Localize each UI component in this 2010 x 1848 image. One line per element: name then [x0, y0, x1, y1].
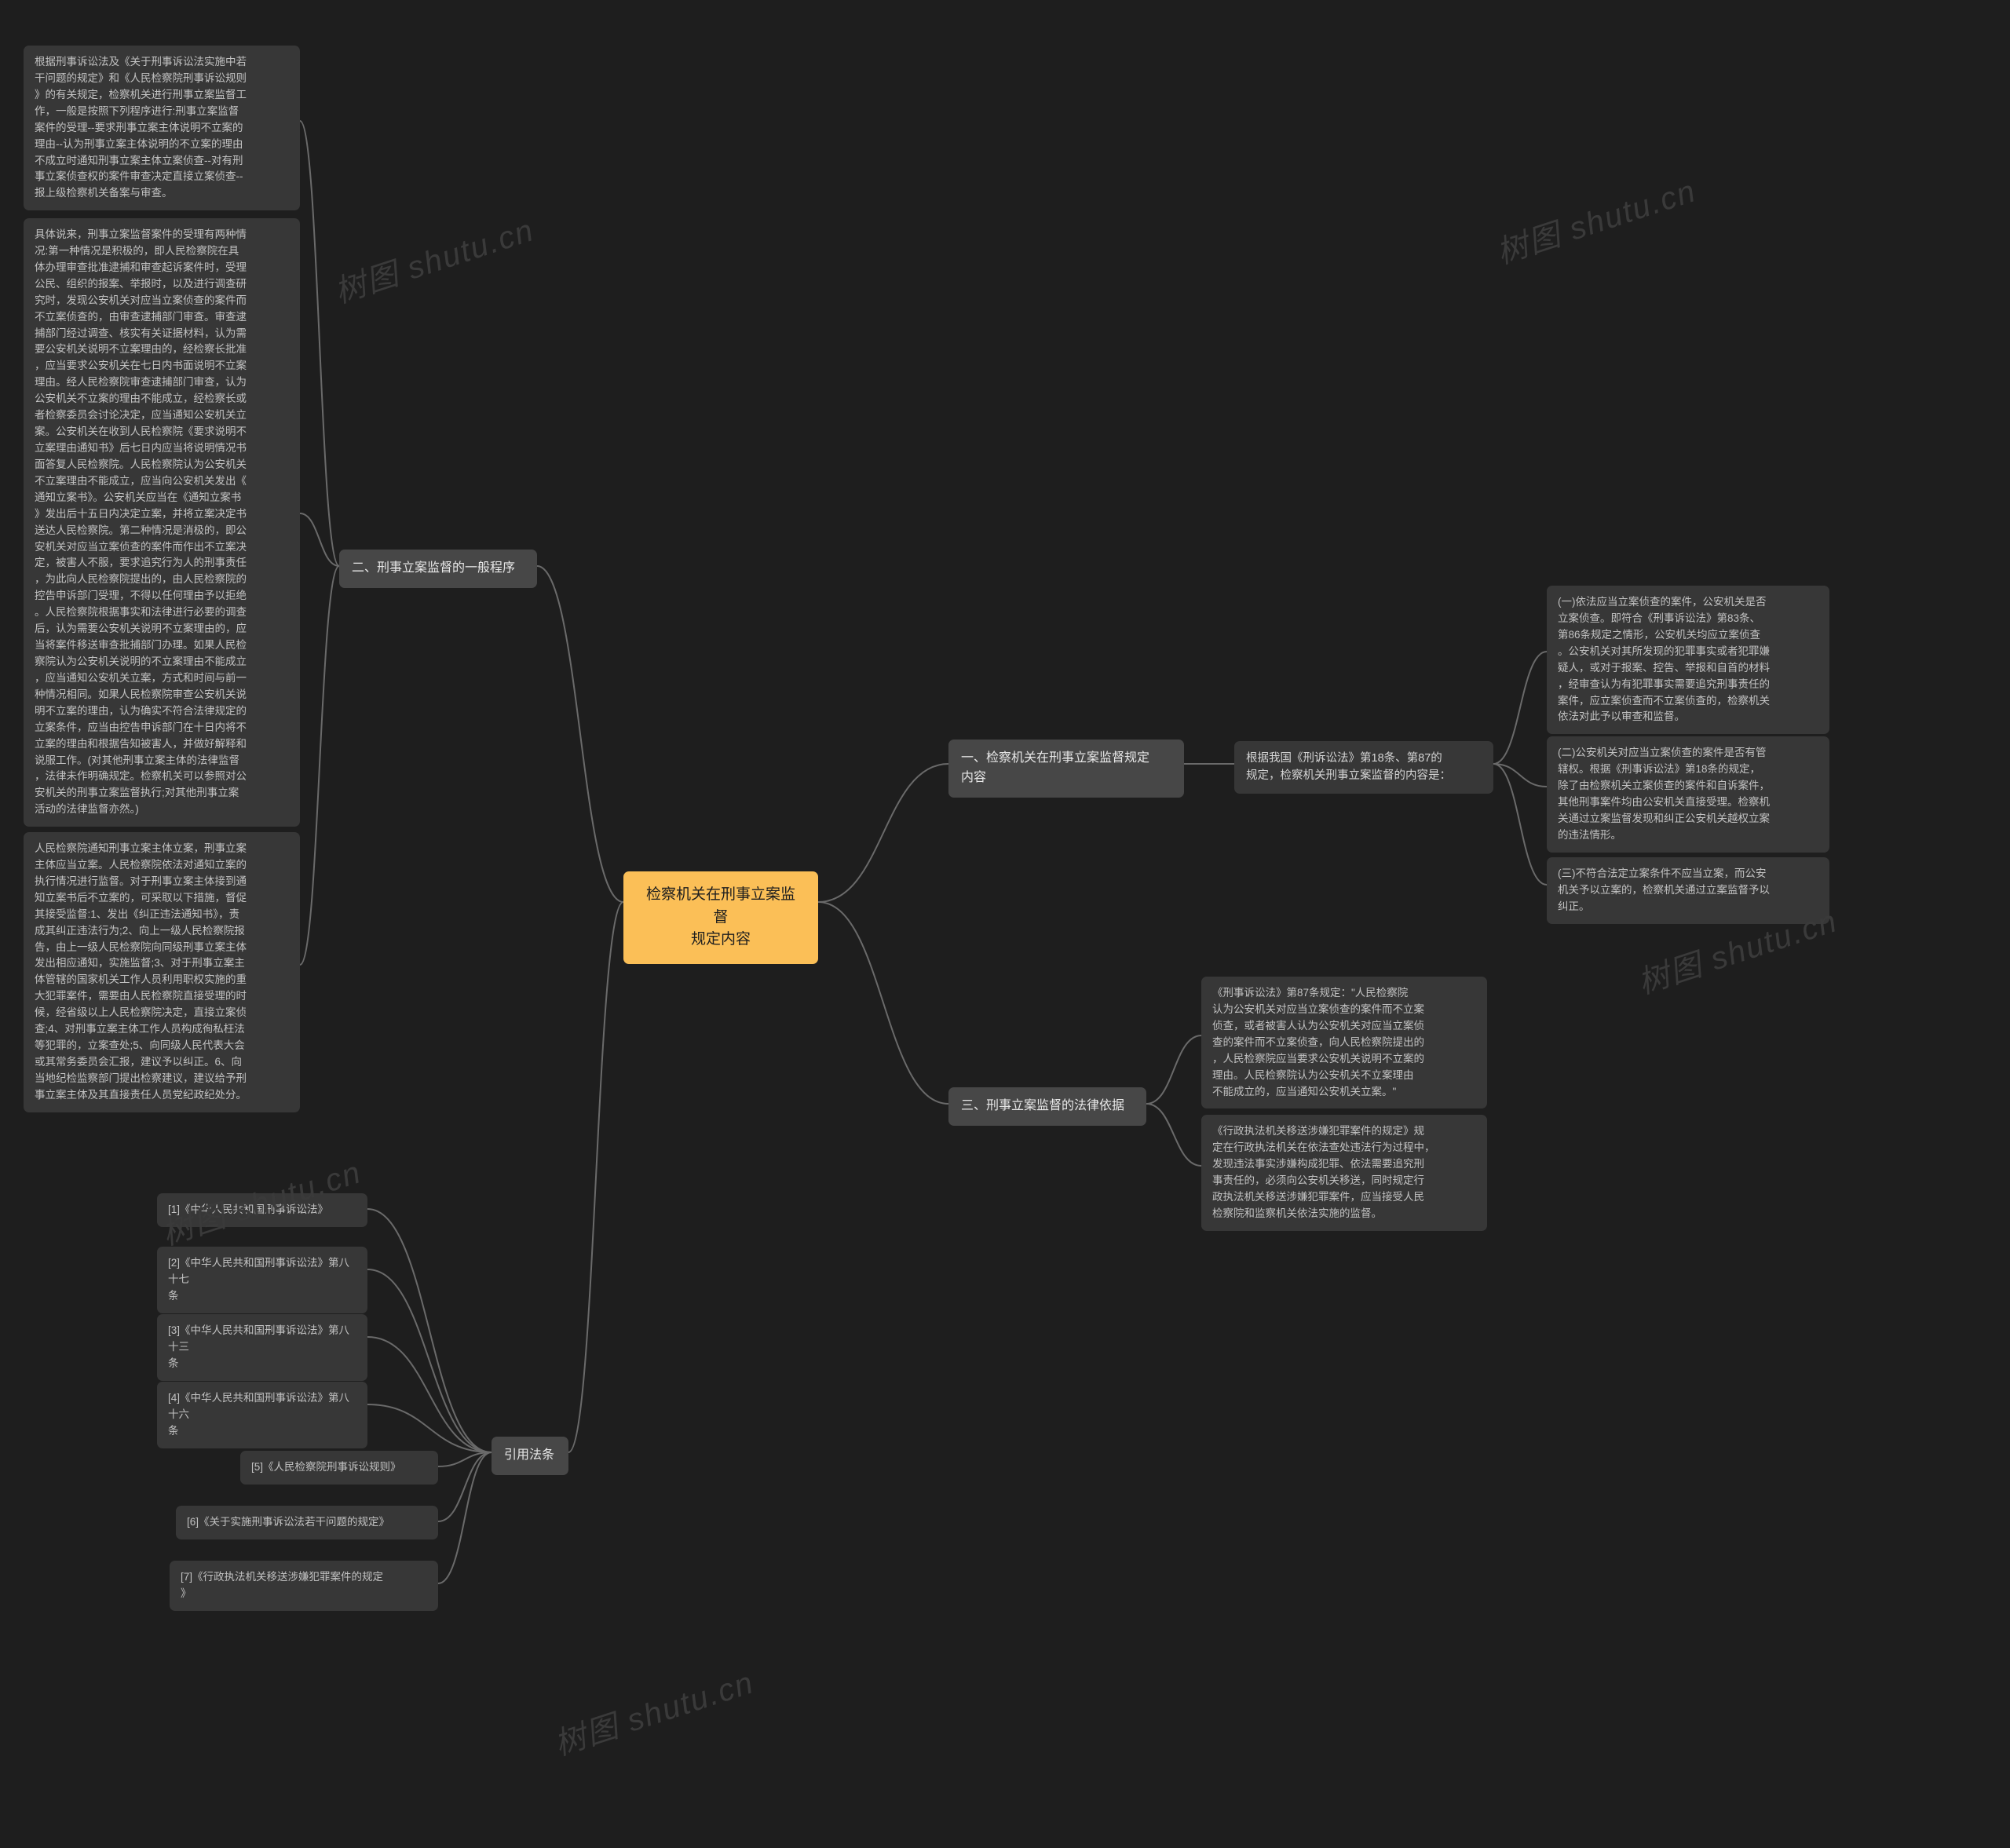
watermark-4: 树图 shutu.cn — [548, 1657, 759, 1765]
node-b4l3[interactable]: [3]《中华人民共和国刑事诉讼法》第八十三 条 — [157, 1314, 367, 1381]
watermark-1: 树图 shutu.cn — [1490, 166, 1701, 273]
node-b4l2[interactable]: [2]《中华人民共和国刑事诉讼法》第八十七 条 — [157, 1247, 367, 1313]
node-b4l5[interactable]: [5]《人民检察院刑事诉讼规则》 — [240, 1451, 438, 1485]
node-b2l2[interactable]: 具体说来，刑事立案监督案件的受理有两种情 况:第一种情况是积极的，即人民检察院在… — [24, 218, 300, 827]
mindmap-canvas: 检察机关在刑事立案监督 规定内容 一、检察机关在刑事立案监督规定 内容根据我国《刑… — [0, 0, 2010, 1848]
node-b1[interactable]: 一、检察机关在刑事立案监督规定 内容 — [948, 740, 1184, 798]
node-b3l1[interactable]: 《刑事诉讼法》第87条规定："人民检察院 认为公安机关对应当立案侦查的案件而不立… — [1201, 977, 1487, 1108]
watermark-0: 树图 shutu.cn — [328, 205, 539, 312]
node-b1s1l2[interactable]: (二)公安机关对应当立案侦查的案件是否有管 辖权。根据《刑事诉讼法》第18条的规… — [1547, 736, 1829, 853]
node-b4l4[interactable]: [4]《中华人民共和国刑事诉讼法》第八十六 条 — [157, 1382, 367, 1448]
node-b3[interactable]: 三、刑事立案监督的法律依据 — [948, 1087, 1146, 1126]
node-root[interactable]: 检察机关在刑事立案监督 规定内容 — [623, 871, 818, 964]
node-b4l1[interactable]: [1]《中华人民共和国刑事诉讼法》 — [157, 1193, 367, 1227]
node-b4[interactable]: 引用法条 — [492, 1437, 568, 1475]
node-b1s1[interactable]: 根据我国《刑诉讼法》第18条、第87的 规定，检察机关刑事立案监督的内容是： — [1234, 741, 1493, 794]
node-b3l2[interactable]: 《行政执法机关移送涉嫌犯罪案件的规定》规 定在行政执法机关在依法查处违法行为过程… — [1201, 1115, 1487, 1231]
node-b2l1[interactable]: 根据刑事诉讼法及《关于刑事诉讼法实施中若 干问题的规定》和《人民检察院刑事诉讼规… — [24, 46, 300, 210]
node-b4l7[interactable]: [7]《行政执法机关移送涉嫌犯罪案件的规定 》 — [170, 1561, 438, 1611]
node-b2l3[interactable]: 人民检察院通知刑事立案主体立案，刑事立案 主体应当立案。人民检察院依法对通知立案… — [24, 832, 300, 1112]
node-b4l6[interactable]: [6]《关于实施刑事诉讼法若干问题的规定》 — [176, 1506, 438, 1539]
node-b1s1l3[interactable]: (三)不符合法定立案条件不应当立案，而公安 机关予以立案的，检察机关通过立案监督… — [1547, 857, 1829, 924]
node-b1s1l1[interactable]: (一)依法应当立案侦查的案件，公安机关是否 立案侦查。即符合《刑事诉讼法》第83… — [1547, 586, 1829, 734]
node-b2[interactable]: 二、刑事立案监督的一般程序 — [339, 550, 537, 588]
